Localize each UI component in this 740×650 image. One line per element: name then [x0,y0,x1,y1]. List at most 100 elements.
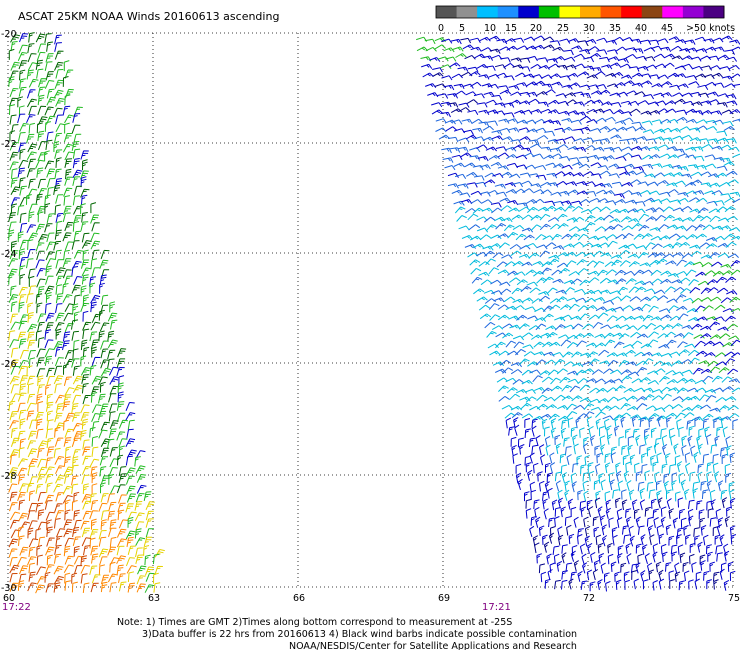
wind-barb [648,569,654,580]
wind-barb [27,268,36,279]
wind-barb [55,220,63,232]
wind-barb [45,71,54,81]
wind-barb [610,254,623,260]
wind-barb [555,138,566,144]
wind-barb [17,458,28,467]
wind-barb [36,68,44,79]
wind-barb [567,38,580,43]
wind-barb [692,481,699,492]
wind-barb [485,99,498,105]
longitude-label: 72 [583,593,595,604]
wind-barb [583,411,595,419]
wind-barb [676,461,683,473]
wind-barb [482,125,494,131]
wind-barb [681,63,693,69]
wind-barb [692,146,704,152]
wind-barb [55,312,65,322]
wind-barb [658,344,670,349]
wind-barb [530,516,537,526]
wind-barb [621,375,632,382]
wind-barb [72,113,81,123]
wind-barb [54,322,65,331]
wind-barb [572,205,584,212]
wind-barb [478,271,490,277]
wind-barb [532,261,544,266]
wind-barb [36,268,46,277]
wind-barb [641,120,653,126]
wind-barb [18,320,28,330]
wind-barb [708,182,721,188]
wind-barb [18,60,28,70]
wind-barb [19,239,29,249]
wind-barb [545,242,557,248]
wind-barb [654,63,667,69]
wind-barb [642,358,654,365]
legend-label: 20 [530,23,542,34]
wind-barb [46,88,55,99]
wind-barb [10,427,18,438]
wind-barb [552,352,564,357]
wind-barb [554,579,561,590]
wind-barb [455,53,467,58]
wind-barb [135,547,143,558]
wind-barb [153,572,159,584]
wind-barb [568,82,581,88]
wind-barb [696,435,702,447]
wind-barb [697,92,709,98]
wind-barb [108,501,117,512]
wind-barb [577,570,583,582]
wind-barb [721,109,733,115]
wind-barb [489,48,501,54]
wind-barb [578,198,591,205]
wind-barb [647,525,654,537]
longitude-labels: 60 63 66 69 72 75 [3,593,740,604]
wind-barb [672,371,684,377]
wind-barb [536,403,548,410]
wind-barb [476,227,489,233]
wind-barb [479,191,491,197]
wind-barb [82,582,90,593]
wind-barb [612,534,618,546]
wind-barb [499,281,511,287]
wind-barb [135,521,145,531]
wind-barb [541,83,553,90]
wind-barb [510,405,523,411]
wind-barb [135,493,145,503]
wind-barb [560,200,572,206]
wind-barb [98,502,108,512]
wind-barb [619,260,631,267]
wind-barb [614,385,626,392]
wind-barb [583,516,589,528]
wind-barb [586,119,598,124]
wind-barb [540,571,547,583]
wind-barb [722,121,734,127]
wind-barb [10,240,17,252]
wind-barb [458,107,470,112]
wind-barb [596,452,602,464]
wind-barb [8,538,19,548]
wind-barb [37,337,45,348]
wind-barb [9,339,19,348]
map-title: ASCAT 25KM NOAA Winds 20160613 ascending [18,10,279,23]
wind-barb [80,188,90,198]
wind-barb [570,119,582,125]
wind-barb [635,286,647,293]
wind-barb [100,482,106,494]
wind-barb [713,316,725,322]
wind-barb [519,245,531,250]
wind-barb [612,36,624,42]
wind-barb [454,90,466,96]
wind-barb [117,509,125,521]
wind-barb [569,157,580,163]
wind-barb [601,183,613,189]
wind-barb [507,231,519,239]
wind-barb [676,270,688,276]
wind-barb [44,106,54,116]
wind-barb [19,383,26,394]
wind-barb [19,123,29,132]
wind-barb [555,480,561,492]
wind-barb [665,412,678,419]
wind-barb [732,198,740,204]
wind-barb [134,501,143,511]
wind-barb [732,153,740,158]
